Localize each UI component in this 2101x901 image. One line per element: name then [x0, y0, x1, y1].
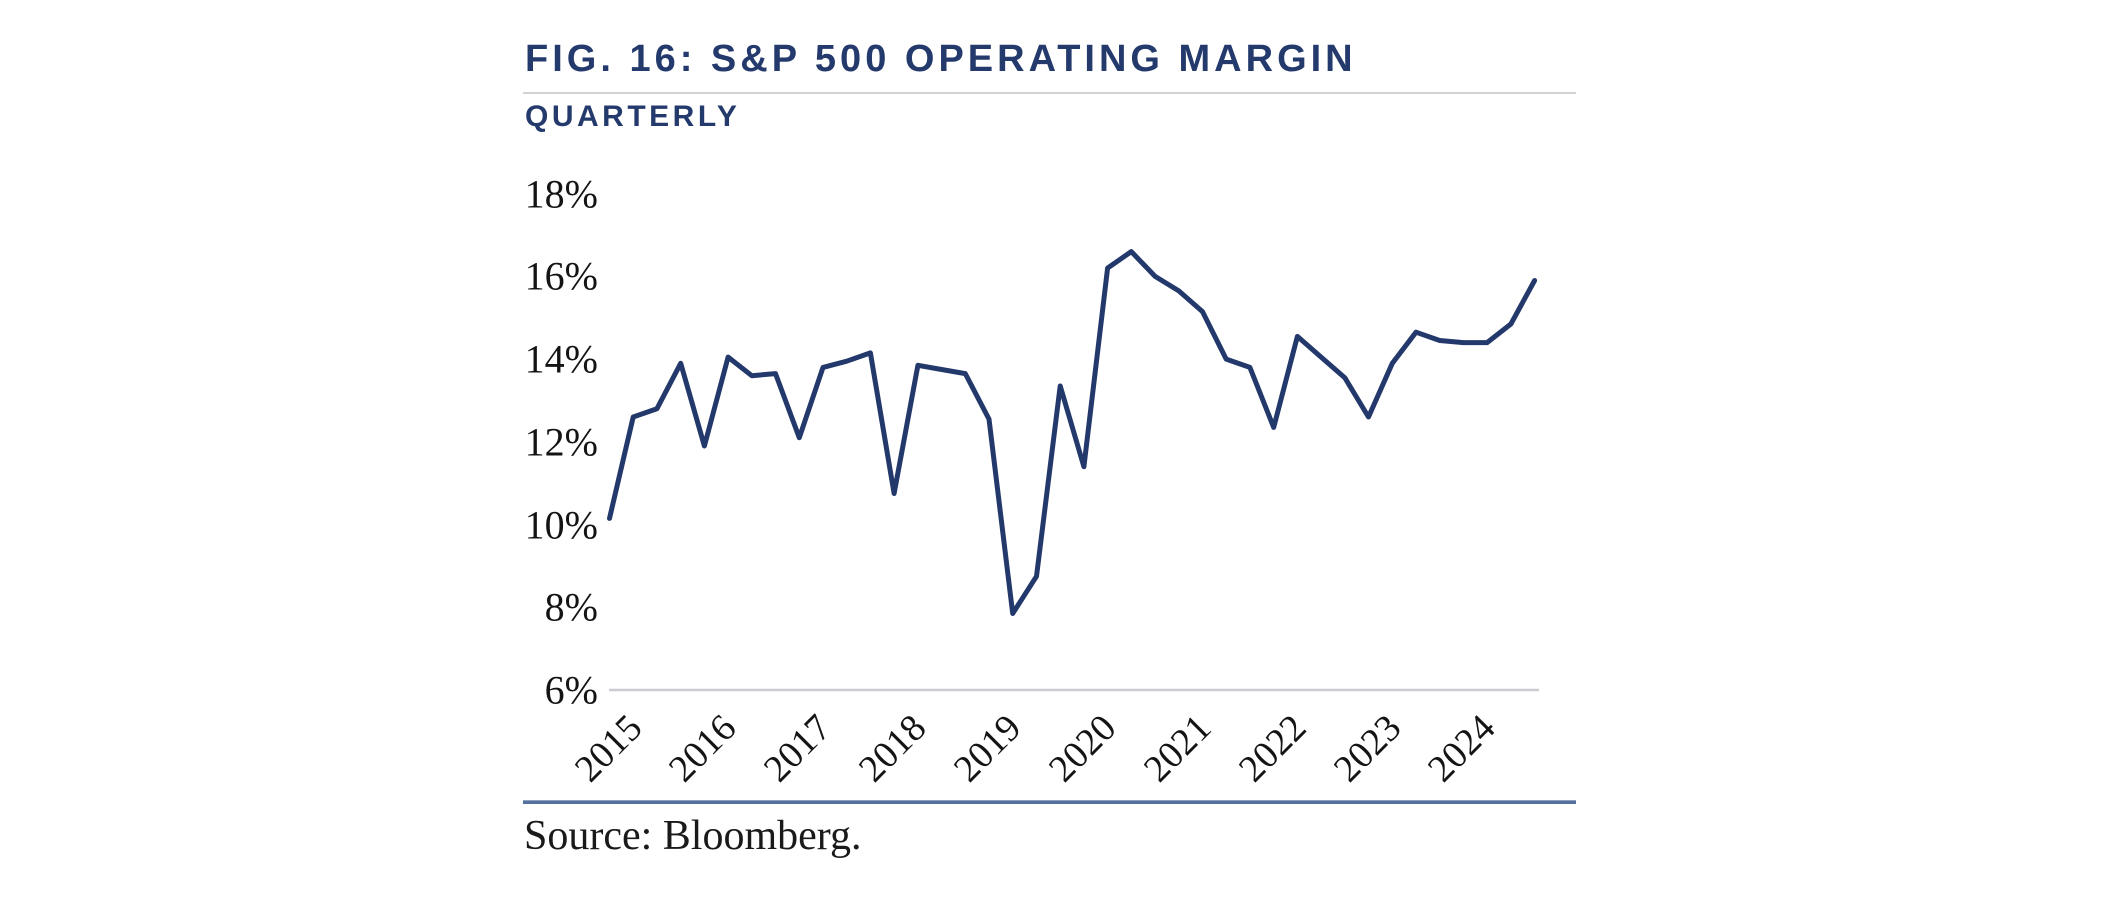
- operating-margin-series-line: [607, 249, 1538, 616]
- y-tick-label: 10%: [524, 502, 598, 548]
- footer-divider-line: [523, 800, 1576, 804]
- y-tick-label: 8%: [544, 584, 598, 630]
- y-tick-label: 12%: [524, 419, 598, 465]
- chart-title: FIG. 16: S&P 500 OPERATING MARGIN: [525, 38, 1357, 80]
- y-tick-label: 18%: [524, 171, 598, 217]
- y-tick-label: 14%: [524, 336, 598, 382]
- y-tick-label: 16%: [524, 253, 598, 299]
- title-divider-line: [523, 92, 1576, 94]
- source-note: Source: Bloomberg.: [524, 813, 862, 859]
- chart-subtitle: QUARTERLY: [525, 100, 741, 133]
- y-tick-label: 6%: [544, 667, 598, 713]
